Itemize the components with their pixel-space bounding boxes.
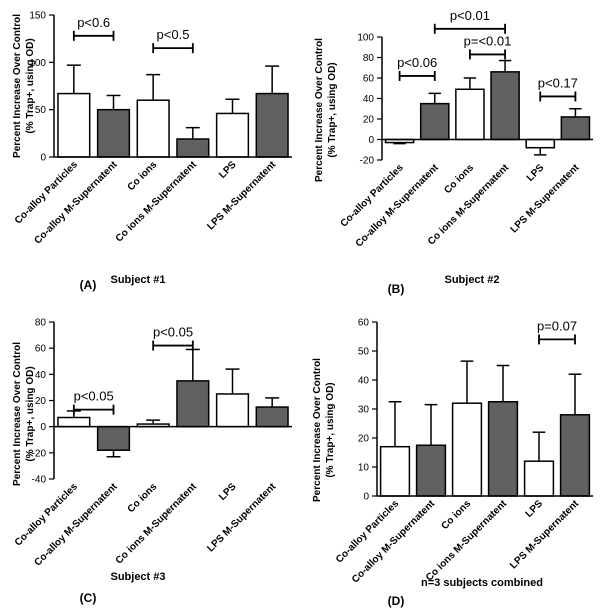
bar [415, 444, 447, 497]
y-tick-label: 50 [358, 347, 370, 358]
bar [559, 414, 591, 497]
y-tick-label: 40 [358, 376, 370, 387]
panel-letter: (C) [80, 591, 97, 605]
y-tick-label: 80 [35, 318, 47, 329]
y-axis-label-line: (% Trap+, using OD) [327, 62, 338, 157]
bar [419, 102, 450, 141]
x-category-label: Co ions [126, 159, 160, 193]
x-category-label: Co ions [442, 162, 476, 196]
x-category-label: Co ions M-Supernatent [114, 481, 200, 567]
bar [560, 116, 591, 141]
significance-label: p<0.01 [450, 8, 490, 23]
y-tick-label: 20 [363, 115, 375, 126]
bar [525, 138, 556, 149]
panel-letter: (A) [80, 278, 97, 292]
y-tick-label: 0 [368, 135, 374, 146]
bar [455, 88, 485, 141]
y-tick-label: 40 [35, 370, 47, 381]
y-axis-label: Percent Increase Over Control (% Trap+, u… [12, 14, 36, 158]
y-tick-label: 60 [363, 74, 375, 85]
panel-letter: (B) [388, 282, 405, 296]
y-tick-label: -40 [32, 475, 47, 486]
panel-caption: Subject #3 [110, 571, 165, 583]
y-tick-label: -20 [360, 156, 375, 167]
y-tick-label: 50 [35, 105, 47, 116]
bar [176, 138, 210, 158]
y-axis-label-line: (% Trap+, using OD) [25, 38, 36, 133]
x-category-label: Co-alloy M-Supernatent [32, 159, 120, 247]
x-category-label: LPS [525, 162, 547, 184]
y-axis-label: Percent Increase Over Control (% Trap+, u… [314, 38, 338, 182]
bar [255, 92, 289, 158]
y-tick-label: -20 [32, 448, 47, 459]
y-axis-label-line: (% Trap+, using OD) [25, 366, 36, 461]
x-category-label: LPS [217, 159, 239, 181]
y-tick-label: 60 [35, 344, 47, 355]
bar [255, 406, 289, 428]
bar [487, 401, 519, 497]
x-category-label: LPS [524, 498, 546, 520]
significance-label: p<0.05 [74, 389, 114, 404]
x-category-label: LPS M-Supernatent [205, 159, 278, 232]
y-tick-label: 0 [40, 422, 46, 433]
y-axis-label: Percent Increase Over Control (% Trap+, u… [12, 342, 36, 486]
y-tick-label: 100 [29, 58, 46, 69]
x-category-label: LPS M-Supernatent [509, 162, 582, 235]
bar [96, 425, 131, 451]
y-tick-label: 40 [363, 94, 375, 105]
panel-letter: (D) [388, 594, 405, 608]
panel-caption: Subject #1 [110, 274, 165, 286]
significance-label: p<0.06 [397, 55, 437, 70]
significance-label: p=0.07 [537, 318, 577, 333]
bar [57, 92, 91, 158]
y-tick-label: 0 [40, 153, 46, 164]
significance-label: p<0.6 [77, 15, 110, 30]
x-category-label: LPS M-Supernatent [205, 481, 278, 554]
y-tick-label: 150 [29, 11, 46, 22]
x-category-label: LPS M-Supernatent [508, 498, 581, 571]
x-category-label: Co ions [126, 481, 160, 515]
bar [451, 402, 483, 497]
panel-caption: Subject #2 [444, 274, 499, 286]
bar [379, 445, 411, 497]
y-tick-label: 100 [357, 33, 374, 44]
y-axis-label-line: (% Trap+, using OD) [325, 382, 336, 477]
x-category-label: Co ions [439, 498, 473, 532]
y-axis-label-line: Percent Increase Over Control [312, 358, 323, 502]
x-category-label: Co-alloy Particles [334, 498, 401, 565]
bar [176, 380, 210, 428]
y-axis-label-line: Percent Increase Over Control [12, 342, 23, 486]
y-tick-label: 0 [363, 492, 369, 503]
x-category-label: Co-alloy M-Supernatent [32, 481, 120, 569]
bar [136, 99, 170, 158]
y-axis-label-line: Percent Increase Over Control [314, 38, 325, 182]
y-axis-label: Percent Increase Over Control (% Trap+, u… [312, 358, 336, 502]
y-tick-label: 60 [358, 318, 370, 329]
y-tick-label: 80 [363, 53, 375, 64]
bar [96, 108, 131, 158]
significance-label: p<0.05 [153, 325, 193, 340]
x-category-label: Co-alloy Particles [339, 162, 406, 229]
y-tick-label: 30 [358, 405, 370, 416]
panel-caption: n=3 subjects combined [421, 577, 543, 589]
y-tick-label: 20 [35, 396, 47, 407]
bar [215, 112, 250, 158]
x-category-label: Co ions M-Supernatent [114, 159, 200, 245]
bar [490, 71, 520, 141]
y-tick-label: 20 [358, 434, 370, 445]
y-tick-label: 10 [358, 463, 370, 474]
significance-label: p<0.17 [538, 75, 578, 90]
x-category-label: LPS [217, 481, 239, 503]
significance-label: p<0.5 [157, 27, 190, 42]
bar [57, 416, 91, 428]
bar [215, 393, 250, 428]
bar [523, 460, 555, 497]
y-axis-label-line: Percent Increase Over Control [12, 14, 23, 158]
significance-label: p=<0.01 [464, 33, 512, 48]
